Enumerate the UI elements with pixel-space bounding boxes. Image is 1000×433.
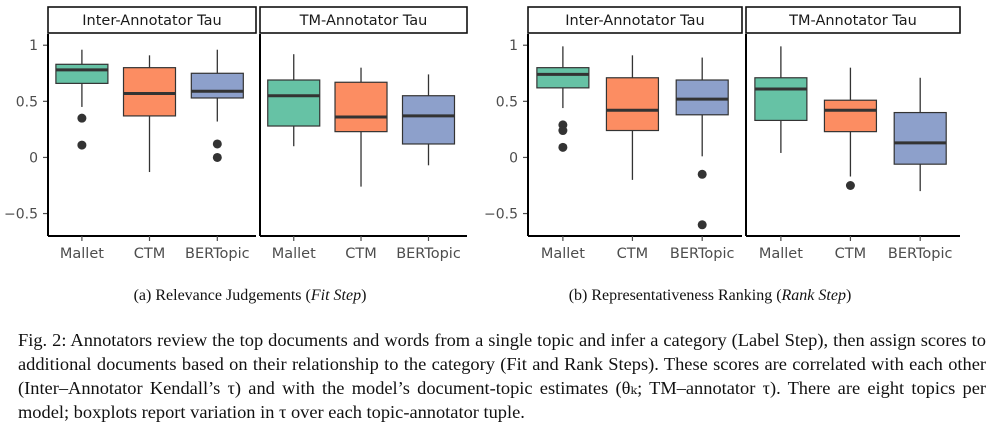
- box-ctm: [605, 77, 660, 132]
- outlier-point: [558, 126, 568, 136]
- outlier-point: [212, 152, 222, 162]
- caption-b-prefix: (b) Representativeness Ranking (: [568, 287, 782, 304]
- facet-strip: [527, 6, 743, 34]
- box-bertopic: [190, 72, 244, 99]
- box-bertopic: [893, 111, 947, 165]
- facet-title: TM-Annotator Tau: [299, 13, 428, 29]
- box-ctm: [122, 67, 177, 117]
- facet-title: Inter-Annotator Tau: [82, 13, 221, 29]
- y-tick-label: 0: [29, 150, 38, 166]
- x-tick-label: CTM: [835, 246, 867, 262]
- y-tick-label: 0.5: [16, 94, 38, 110]
- y-tick-label: −0.5: [4, 207, 38, 223]
- outlier-point: [77, 113, 87, 123]
- x-tick-label: CTM: [134, 246, 166, 262]
- facet-strip: [259, 6, 468, 34]
- outlier-point: [212, 139, 222, 149]
- box-bertopic: [401, 95, 456, 145]
- outlier-point: [697, 169, 707, 179]
- box-mallet: [267, 79, 321, 127]
- outlier-point: [845, 181, 855, 190]
- box-ctm: [334, 81, 388, 133]
- facet-strip: [47, 6, 257, 34]
- x-tick-label: Mallet: [272, 246, 316, 262]
- x-tick-label: Mallet: [60, 246, 104, 262]
- facet-title: TM-Annotator Tau: [788, 13, 917, 29]
- facet-title: Inter-Annotator Tau: [565, 13, 704, 29]
- caption-subfigure-b: (b) Representativeness Ranking (Rank Ste…: [460, 287, 960, 305]
- caption-a-prefix: (a) Relevance Judgements (: [133, 287, 311, 304]
- figure-canvas: 1 0.5 0 −0.5 Inter-Annotator Tau Mallet CTM BER…: [4, 6, 961, 262]
- box-bertopic: [675, 79, 729, 116]
- caption-a-suffix: ): [361, 287, 367, 304]
- box-mallet: [55, 63, 109, 84]
- y-tick-label: 1: [509, 38, 518, 54]
- y-tick-label: 1: [29, 38, 38, 54]
- y-tick-label: −0.5: [484, 207, 518, 223]
- box-ctm: [823, 99, 878, 133]
- y-tick-label: 0: [509, 150, 518, 166]
- x-tick-label: BERTopic: [185, 246, 250, 262]
- y-tick-label: 0.5: [496, 94, 518, 110]
- x-tick-label: Mallet: [541, 246, 585, 262]
- x-tick-label: BERTopic: [888, 246, 953, 262]
- facet-strip: [745, 6, 961, 34]
- outlier-point: [697, 220, 707, 230]
- x-tick-label: BERTopic: [396, 246, 461, 262]
- caption-b-italic: Rank Step: [781, 287, 846, 304]
- caption-b-suffix: ): [845, 287, 852, 304]
- box-mallet: [754, 77, 808, 122]
- outlier-point: [77, 140, 87, 150]
- x-tick-label: CTM: [617, 246, 649, 262]
- x-tick-label: BERTopic: [670, 246, 735, 262]
- x-tick-label: CTM: [345, 246, 377, 262]
- box-mallet: [536, 67, 590, 89]
- outlier-point: [558, 142, 568, 152]
- figure-caption: Fig. 2: Annotators review the top docume…: [18, 330, 986, 422]
- caption-subfigure-a: (a) Relevance Judgements (Fit Step): [0, 287, 500, 305]
- caption-a-italic: Fit Step: [310, 287, 362, 304]
- x-tick-label: Mallet: [759, 246, 803, 262]
